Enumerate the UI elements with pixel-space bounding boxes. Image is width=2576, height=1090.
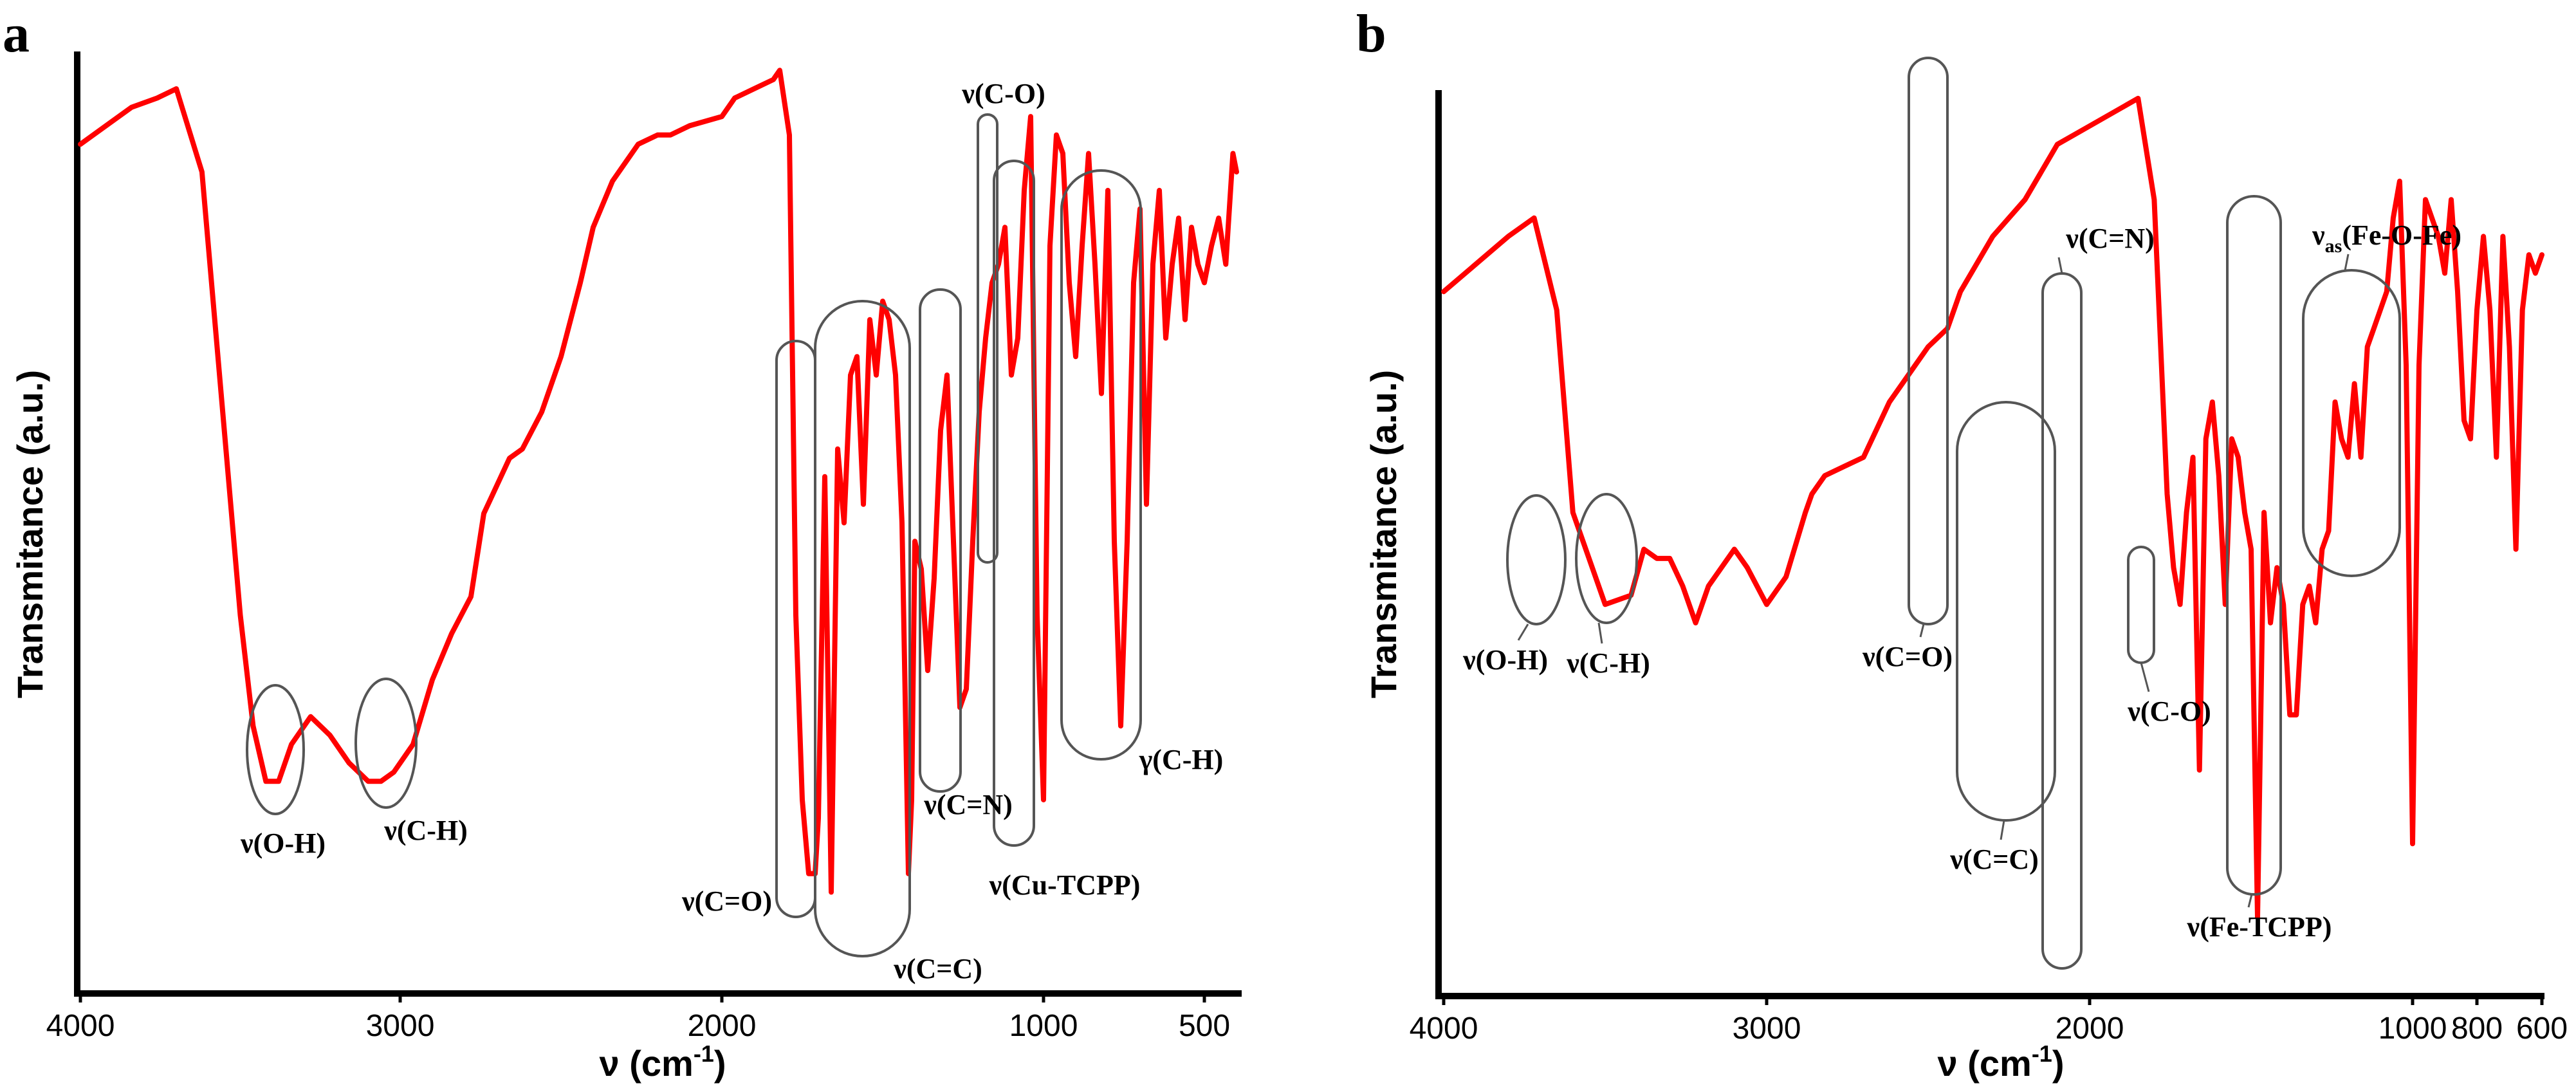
leader-ch-b xyxy=(1597,622,1603,644)
leader-fetcpp-b xyxy=(2247,894,2253,908)
annotation-c-o-b: ν(C-O) xyxy=(2127,696,2211,727)
annotation-co-b: ν(C=O) xyxy=(1862,641,1953,672)
x-axis-title-b: ν (cm-1) xyxy=(1938,1040,2065,1084)
leader-feofe-b xyxy=(2344,254,2350,271)
x-tick-label: 600 xyxy=(2516,1011,2568,1046)
oval-cc-b xyxy=(1956,401,2056,822)
leader-cc-b xyxy=(2000,820,2005,840)
annotation-co-a: ν(C=O) xyxy=(681,885,772,917)
leader-c-o-b xyxy=(2140,662,2150,692)
annotation-ch-a: ν(C-H) xyxy=(383,815,468,846)
x-tick-label: 800 xyxy=(2451,1011,2503,1046)
spectrum-line-a xyxy=(78,68,1239,895)
x-tick-label: 2000 xyxy=(688,1009,757,1043)
oval-fetcpp-b xyxy=(2226,195,2282,896)
x-tick-label: 4000 xyxy=(1410,1011,1478,1046)
x-axis-title-a-main: ν (cm xyxy=(600,1043,694,1084)
x-axis-title-a-close: ) xyxy=(714,1043,726,1084)
oval-gch-a xyxy=(1060,169,1142,761)
x-tick-label: 3000 xyxy=(366,1009,435,1043)
annotation-cn-b: ν(C=N) xyxy=(2065,223,2155,254)
x-tick-label: 1000 xyxy=(2378,1011,2447,1046)
oval-cn-a xyxy=(919,288,962,793)
x-tick-label: 4000 xyxy=(46,1009,115,1043)
annotation-feofe-b-nu: ν xyxy=(2312,219,2325,251)
annotation-oh-b: ν(O-H) xyxy=(1462,644,1548,676)
leader-co-b xyxy=(1919,624,1925,638)
annotation-cutcpp-a: ν(Cu-TCPP) xyxy=(989,869,1141,901)
oval-cc-a xyxy=(814,300,911,957)
annotation-cc-a: ν(C=C) xyxy=(893,953,982,984)
annotation-feofe-b-sub: as xyxy=(2325,236,2342,257)
x-axis-title-b-sup: -1 xyxy=(2032,1040,2052,1067)
annotation-oh-a: ν(O-H) xyxy=(240,827,326,859)
oval-oh-b xyxy=(1506,494,1567,625)
spectrum-line-b xyxy=(1441,95,2544,920)
x-axis-title-b-main: ν (cm xyxy=(1938,1043,2032,1084)
x-ticks-b: 4000 3000 2000 1000 800 600 xyxy=(1410,996,2568,1046)
annotation-c-o-a: ν(C-O) xyxy=(961,78,1045,109)
x-axis-title-a-sup: -1 xyxy=(694,1040,714,1067)
oval-cn-b xyxy=(2041,272,2083,970)
panel-b: b Transmitance (a.u.) 4000 3000 2000 1000 80… xyxy=(1356,4,2568,1084)
annotation-cn-a: ν(C=N) xyxy=(923,789,1013,820)
annotation-gch-a: γ(C-H) xyxy=(1139,744,1224,775)
x-ticks-a: 4000 3000 2000 1000 500 xyxy=(46,993,1230,1043)
x-tick-label: 500 xyxy=(1179,1009,1230,1043)
leader-cn-b xyxy=(2057,257,2063,274)
x-tick-label: 2000 xyxy=(2056,1011,2124,1046)
panel-label-b: b xyxy=(1356,4,1386,64)
annotation-fetcpp-b: ν(Fe-TCPP) xyxy=(2187,911,2332,943)
annotation-ch-b: ν(C-H) xyxy=(1566,647,1650,679)
oval-feofe-b xyxy=(2302,269,2401,577)
oval-c-o-b xyxy=(2127,546,2155,664)
oval-ch-a xyxy=(354,678,418,809)
x-tick-label: 3000 xyxy=(1733,1011,1801,1046)
x-tick-label: 1000 xyxy=(1009,1009,1078,1043)
annotation-feofe-b: νas(Fe-O-Fe) xyxy=(2312,219,2461,257)
oval-ch-b xyxy=(1575,493,1638,624)
oval-co-b xyxy=(1908,57,1949,625)
oval-cutcpp-a xyxy=(993,160,1035,847)
oval-oh-a xyxy=(246,684,305,815)
x-axis-title-a: ν (cm-1) xyxy=(600,1040,726,1084)
panel-a: a Transmitance (a.u.) 4000 3000 2000 1000 50… xyxy=(3,4,1242,1084)
y-axis-title-a: Transmitance (a.u.) xyxy=(10,370,50,698)
oval-c-o-a xyxy=(977,113,998,564)
annotation-cc-b: ν(C=C) xyxy=(1949,844,2039,875)
panel-label-a: a xyxy=(3,4,30,64)
x-axis-title-b-close: ) xyxy=(2052,1043,2065,1084)
y-axis-title-b: Transmitance (a.u.) xyxy=(1363,370,1404,698)
leader-oh-b xyxy=(1517,624,1529,641)
annotation-feofe-b-rest: (Fe-O-Fe) xyxy=(2342,219,2461,251)
